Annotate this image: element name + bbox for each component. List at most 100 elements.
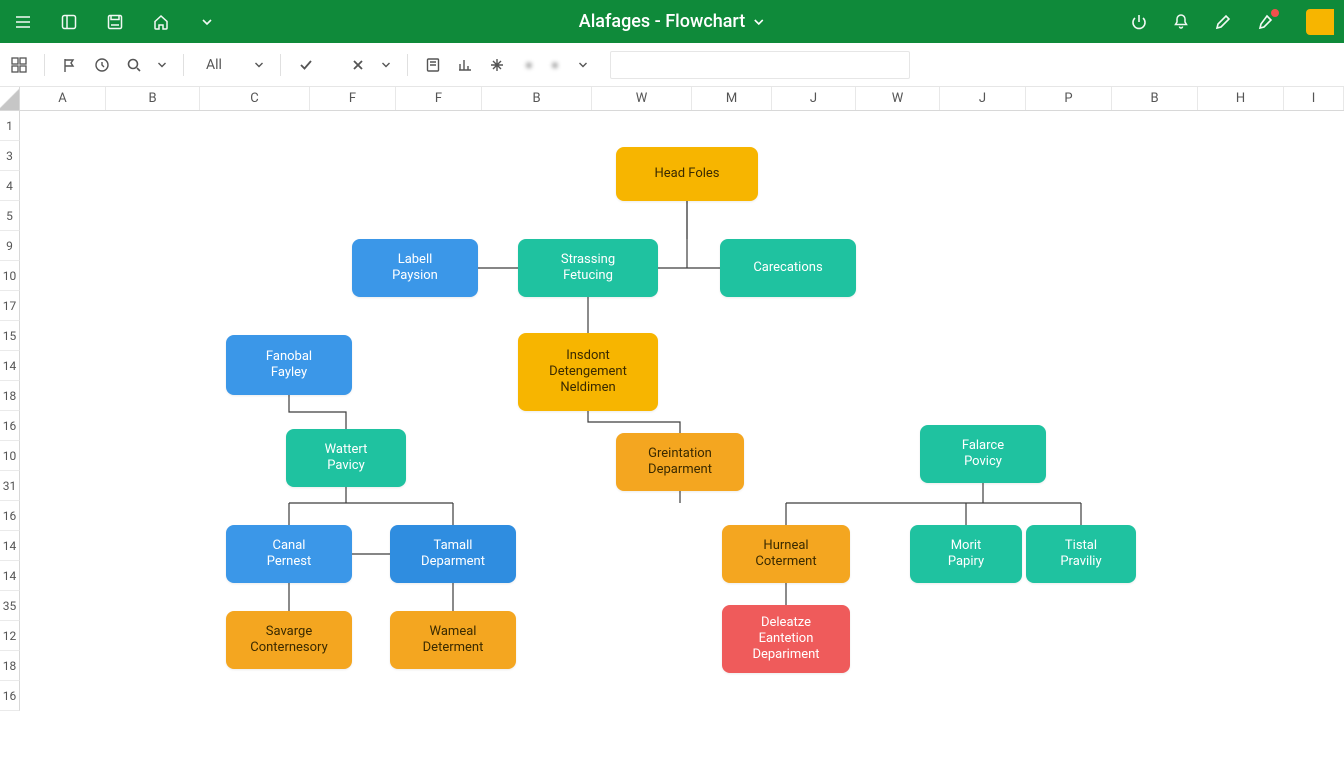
chevron-down-icon[interactable] — [578, 60, 588, 70]
row-header[interactable]: 10 — [0, 441, 20, 471]
flowchart-node-fanobal[interactable]: Fanobal Fayley — [226, 335, 352, 395]
row-header[interactable]: 17 — [0, 291, 20, 321]
brush-icon[interactable] — [1256, 13, 1274, 31]
row-header[interactable]: 18 — [0, 381, 20, 411]
node-label: Canal Pernest — [267, 538, 311, 571]
row-header[interactable]: 5 — [0, 201, 20, 231]
row-header[interactable]: 10 — [0, 261, 20, 291]
flowchart-node-wattert[interactable]: Wattert Pavicy — [286, 429, 406, 487]
column-header[interactable]: J — [772, 87, 856, 110]
flowchart-node-head[interactable]: Head Foles — [616, 147, 758, 201]
row-header[interactable]: 3 — [0, 141, 20, 171]
node-label: Savarge Conternesory — [250, 624, 327, 657]
select-all-corner[interactable] — [0, 87, 20, 110]
notification-badge — [1271, 9, 1279, 17]
row-header[interactable]: 15 — [0, 321, 20, 351]
flowchart-node-insdont[interactable]: Insdont Detengement Neldimen — [518, 333, 658, 411]
node-label: Greintation Deparment — [648, 446, 712, 479]
node-label: Hurneal Coterment — [755, 538, 816, 571]
column-header[interactable]: J — [940, 87, 1026, 110]
edit-icon[interactable] — [1214, 13, 1232, 31]
column-header[interactable]: C — [200, 87, 310, 110]
spreadsheet-area: ABCFFBWMJWJPBHI 134591017151418161031161… — [0, 87, 1344, 768]
node-label: Insdont Detengement Neldimen — [549, 348, 627, 397]
column-header[interactable]: F — [310, 87, 396, 110]
flowchart-node-strassing[interactable]: Strassing Fetucing — [518, 239, 658, 297]
titlebar-left-group — [0, 13, 216, 31]
menu-icon[interactable] — [14, 13, 32, 31]
column-header[interactable]: H — [1198, 87, 1284, 110]
node-label: Tamall Deparment — [421, 538, 485, 571]
node-label: Carecations — [753, 260, 822, 276]
column-header[interactable]: B — [1112, 87, 1198, 110]
title-bar: Alafages - Flowchart — [0, 0, 1344, 43]
node-label: Morit Papiry — [948, 538, 984, 571]
flowchart-node-savarge[interactable]: Savarge Conternesory — [226, 611, 352, 669]
column-header[interactable]: B — [106, 87, 200, 110]
titlebar-right-group — [1130, 9, 1344, 35]
flowchart-node-labell[interactable]: Labell Paysion — [352, 239, 478, 297]
action-pill[interactable] — [1306, 9, 1334, 35]
flowchart-node-greint[interactable]: Greintation Deparment — [616, 433, 744, 491]
row-header[interactable]: 16 — [0, 501, 20, 531]
row-header[interactable]: 16 — [0, 411, 20, 441]
power-icon[interactable] — [1130, 13, 1148, 31]
node-label: Wattert Pavicy — [325, 442, 368, 475]
node-label: Wameal Determent — [423, 624, 484, 657]
chevron-down-icon[interactable] — [198, 13, 216, 31]
close-icon[interactable] — [349, 56, 367, 74]
row-header[interactable]: 9 — [0, 231, 20, 261]
row-header[interactable]: 31 — [0, 471, 20, 501]
column-header[interactable]: P — [1026, 87, 1112, 110]
column-header[interactable]: A — [20, 87, 106, 110]
filter-dropdown[interactable]: All — [200, 57, 264, 73]
row-header[interactable]: 35 — [0, 591, 20, 621]
blurred-tools: ●● — [520, 56, 564, 74]
flowchart-node-deleatze[interactable]: Deleatze Eantetion Depariment — [722, 605, 850, 673]
flowchart-node-care[interactable]: Carecations — [720, 239, 856, 297]
column-header[interactable]: B — [482, 87, 592, 110]
chevron-down-icon[interactable] — [157, 60, 167, 70]
row-header[interactable]: 4 — [0, 171, 20, 201]
row-header[interactable]: 14 — [0, 561, 20, 591]
title-text: Alafages - Flowchart — [579, 11, 745, 32]
row-header[interactable]: 1 — [0, 111, 20, 141]
document-title[interactable]: Alafages - Flowchart — [579, 11, 765, 32]
column-header[interactable]: F — [396, 87, 482, 110]
clock-icon[interactable] — [93, 56, 111, 74]
grid-icon[interactable] — [10, 56, 28, 74]
flowchart-node-falarce[interactable]: Falarce Povicy — [920, 425, 1046, 483]
flowchart-node-hurneal[interactable]: Hurneal Coterment — [722, 525, 850, 583]
home-icon[interactable] — [152, 13, 170, 31]
sparkle-icon[interactable] — [488, 56, 506, 74]
flowchart-canvas[interactable]: Head Foles Labell Paysion Strassing Fetuci… — [20, 111, 1344, 768]
flowchart-node-morit[interactable]: Morit Papiry — [910, 525, 1022, 583]
node-label: Labell Paysion — [392, 252, 438, 285]
row-header[interactable]: 16 — [0, 681, 20, 711]
note-icon[interactable] — [424, 56, 442, 74]
search-icon[interactable] — [125, 56, 143, 74]
row-header[interactable]: 14 — [0, 351, 20, 381]
chart-icon[interactable] — [456, 56, 474, 74]
toolbar: All ●● — [0, 43, 1344, 87]
column-header[interactable]: W — [856, 87, 940, 110]
bell-icon[interactable] — [1172, 13, 1190, 31]
panel-icon[interactable] — [60, 13, 78, 31]
check-icon[interactable] — [297, 56, 315, 74]
flowchart-node-canal[interactable]: Canal Pernest — [226, 525, 352, 583]
row-header[interactable]: 14 — [0, 531, 20, 561]
save-icon[interactable] — [106, 13, 124, 31]
column-header[interactable]: M — [692, 87, 772, 110]
row-header[interactable]: 18 — [0, 651, 20, 681]
flag-icon[interactable] — [61, 56, 79, 74]
chevron-down-icon[interactable] — [381, 60, 391, 70]
flowchart-node-wameal[interactable]: Wameal Determent — [390, 611, 516, 669]
node-label: Deleatze Eantetion Depariment — [752, 615, 819, 664]
column-header[interactable]: I — [1284, 87, 1344, 110]
formula-bar[interactable] — [610, 51, 910, 79]
flowchart-node-tistal[interactable]: Tistal Praviliy — [1026, 525, 1136, 583]
column-header[interactable]: W — [592, 87, 692, 110]
flowchart-node-tamall[interactable]: Tamall Deparment — [390, 525, 516, 583]
row-header[interactable]: 12 — [0, 621, 20, 651]
chevron-down-icon — [753, 16, 765, 28]
